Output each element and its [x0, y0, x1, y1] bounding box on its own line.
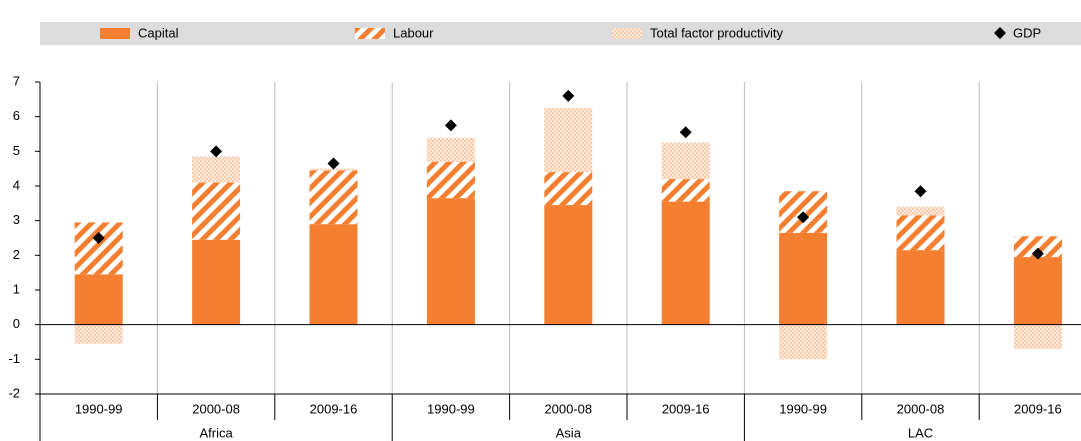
x-tick-label: 2000-08: [544, 401, 592, 416]
bar-segment: [426, 198, 475, 325]
legend-label: Labour: [393, 25, 434, 40]
bar-segment: [192, 239, 241, 325]
gdp-marker: [797, 211, 810, 224]
gdp-marker: [562, 89, 575, 102]
group-label: Asia: [556, 425, 582, 440]
bar-segment: [661, 142, 710, 180]
gdp-marker: [327, 157, 340, 170]
gdp-marker: [92, 232, 105, 244]
gdp-marker: [679, 126, 692, 139]
y-tick-label: 2: [13, 247, 20, 262]
bar-segment: [544, 205, 593, 325]
legend-swatch: [100, 28, 130, 39]
legend-swatch: [355, 28, 385, 39]
bar-segment: [779, 232, 828, 325]
gdp-marker: [914, 185, 927, 198]
bar-segment: [1013, 236, 1062, 258]
bar-segment: [1013, 257, 1062, 325]
y-tick-label: 0: [13, 316, 20, 331]
bar-segment: [661, 201, 710, 325]
bar-segment: [896, 215, 945, 251]
y-tick-label: -1: [8, 351, 20, 366]
y-tick-label: 6: [13, 108, 20, 123]
bar-segment: [309, 168, 358, 171]
x-tick-label: 2000-08: [192, 401, 240, 416]
bar-segment: [896, 250, 945, 325]
x-tick-label: 2009-16: [662, 401, 710, 416]
y-tick-label: 1: [13, 281, 20, 296]
y-tick-label: 3: [13, 212, 20, 227]
y-tick-label: 7: [13, 73, 20, 88]
y-tick-label: 5: [13, 143, 20, 158]
legend-label: GDP: [1013, 25, 1041, 40]
x-tick-label: 1990-99: [75, 401, 123, 416]
gdp-marker: [210, 145, 223, 158]
bar-segment: [192, 182, 241, 240]
x-tick-label: 1990-99: [779, 401, 827, 416]
group-label: Africa: [199, 425, 233, 440]
legend-label: Total factor productivity: [650, 25, 783, 40]
group-label: LAC: [908, 425, 933, 440]
bar-segment: [896, 206, 945, 216]
bar-segment: [661, 179, 710, 202]
bar-segment: [74, 274, 123, 325]
bar-segment: [544, 108, 593, 173]
x-tick-label: 2009-16: [1014, 401, 1062, 416]
legend-swatch: [612, 28, 642, 39]
bar-segment: [1013, 324, 1062, 349]
x-tick-label: 2009-16: [310, 401, 358, 416]
bar-segment: [426, 137, 475, 162]
bar-segment: [192, 156, 241, 183]
bar-segment: [309, 170, 358, 225]
bar-segment: [426, 161, 475, 199]
gdp-marker: [444, 119, 457, 132]
legend-label: Capital: [138, 25, 179, 40]
bar-segment: [779, 324, 828, 360]
bar-segment: [74, 324, 123, 344]
bar-segment: [544, 172, 593, 206]
y-tick-label: 4: [13, 177, 20, 192]
gdp-marker: [1031, 247, 1044, 260]
x-tick-label: 2000-08: [897, 401, 945, 416]
y-tick-label: -2: [8, 385, 20, 400]
legend-background: [40, 22, 1081, 45]
legend-marker: [994, 27, 1006, 39]
bar-segment: [309, 224, 358, 325]
bar-segment: [74, 222, 123, 275]
x-tick-label: 1990-99: [427, 401, 475, 416]
